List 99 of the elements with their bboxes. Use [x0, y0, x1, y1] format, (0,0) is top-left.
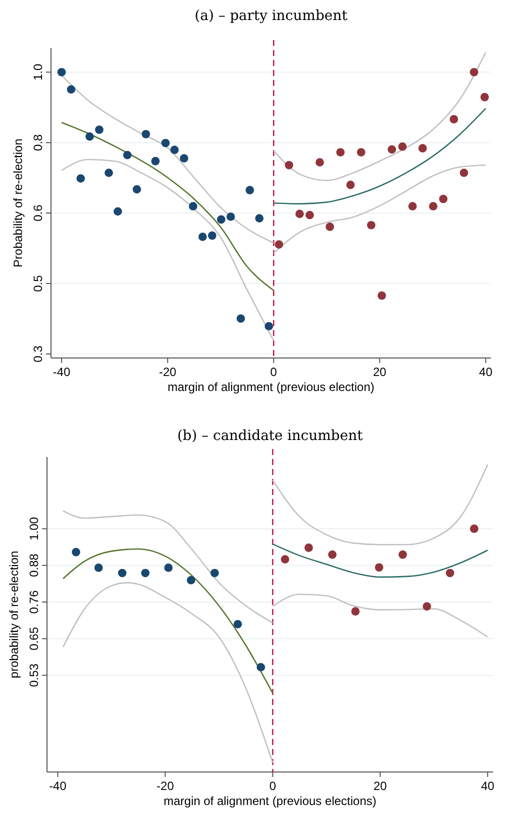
point	[336, 148, 345, 156]
point	[170, 146, 179, 154]
point	[439, 194, 448, 204]
point	[198, 232, 207, 242]
point	[72, 548, 80, 556]
point	[356, 148, 366, 156]
point	[346, 180, 355, 190]
point	[94, 564, 103, 572]
point	[142, 130, 150, 138]
point	[480, 92, 489, 102]
line-series	[273, 108, 486, 204]
point	[446, 568, 454, 578]
x-tick-label: -20	[156, 779, 174, 793]
point	[123, 150, 132, 160]
point	[216, 215, 226, 224]
x-tick-label: 40	[480, 779, 495, 793]
x-tick-label: -40	[49, 779, 67, 793]
point	[295, 210, 304, 218]
y-tick-label: 0.5	[31, 274, 45, 292]
point	[210, 568, 219, 578]
point	[398, 142, 407, 151]
x-tick-label: 20	[373, 779, 388, 793]
point	[151, 156, 160, 166]
line-series	[273, 52, 486, 182]
point	[388, 145, 396, 154]
point	[408, 202, 417, 210]
point	[57, 68, 66, 76]
x-tick-label: 20	[372, 365, 387, 379]
point	[132, 185, 142, 194]
y-tick-label: 0.53	[27, 663, 41, 687]
point	[264, 322, 274, 330]
point	[180, 154, 188, 163]
point	[460, 168, 468, 178]
point	[95, 126, 104, 134]
y-tick-label: 0.3	[31, 345, 45, 362]
point	[76, 174, 85, 183]
point	[374, 563, 384, 572]
y-tick-label: 0.65	[27, 626, 41, 650]
chart-title: (b) – candidate incumbent	[177, 428, 364, 444]
x-tick-label: -20	[158, 365, 177, 379]
point	[161, 138, 170, 148]
y-axis-title: probability of re-election	[7, 550, 21, 678]
point	[280, 555, 290, 564]
y-tick-label: 0.76	[27, 590, 41, 614]
point	[246, 186, 254, 194]
line-series	[272, 464, 488, 546]
point	[186, 576, 196, 584]
x-tick-label: -40	[52, 365, 71, 379]
chart-title: (a) – party incumbent	[194, 8, 348, 24]
point	[316, 158, 324, 167]
y-tick-label: 1.00	[27, 516, 41, 540]
point	[164, 564, 173, 572]
x-tick-label: 40	[479, 365, 493, 379]
point	[306, 210, 314, 220]
point	[208, 231, 216, 240]
point	[114, 207, 122, 216]
point	[86, 132, 94, 141]
point	[256, 663, 266, 672]
x-axis-title: margin of alignment (previous election)	[168, 380, 374, 394]
line-series	[60, 158, 274, 342]
line-series	[62, 510, 274, 624]
line-series	[272, 594, 488, 638]
point	[118, 568, 126, 578]
point	[236, 314, 245, 323]
y-tick-label: 0.6	[31, 204, 45, 222]
point	[398, 550, 407, 559]
point	[66, 85, 76, 94]
line-series	[272, 543, 488, 578]
point	[450, 115, 458, 124]
point	[326, 222, 334, 231]
y-tick-label: 1.0	[31, 63, 45, 80]
point	[284, 160, 294, 170]
point	[378, 291, 386, 300]
line-series	[62, 582, 274, 764]
point	[470, 68, 478, 76]
point	[366, 220, 376, 230]
y-tick-label: 0.88	[27, 553, 41, 578]
point	[226, 212, 235, 221]
point	[141, 568, 150, 578]
x-axis-title: margin of alignment (previous elections)	[164, 794, 376, 808]
point	[304, 544, 313, 552]
x-tick-label: 0	[270, 365, 278, 379]
point	[255, 214, 264, 222]
point	[274, 240, 284, 249]
point	[351, 607, 360, 616]
y-axis-title: Probability of re-election	[11, 138, 25, 268]
line-series	[60, 122, 274, 292]
point	[188, 202, 198, 210]
y-tick-label: 0.8	[31, 134, 45, 151]
point	[234, 620, 242, 628]
line-series	[62, 548, 274, 694]
point	[418, 144, 427, 152]
line-series	[273, 164, 486, 254]
point	[470, 524, 478, 533]
point	[422, 602, 432, 611]
x-tick-label: 0	[269, 779, 276, 793]
point	[328, 550, 337, 559]
point	[429, 202, 438, 210]
point	[104, 168, 113, 178]
